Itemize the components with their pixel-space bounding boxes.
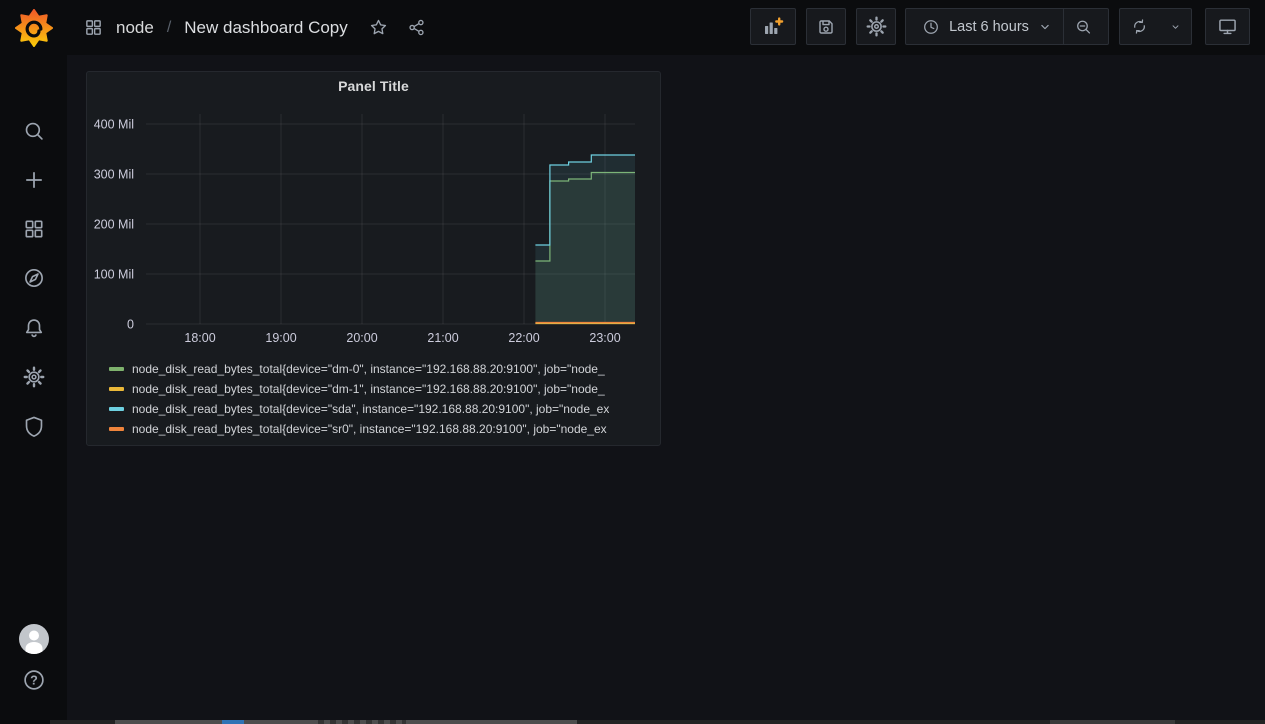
breadcrumb-separator: /: [166, 18, 172, 36]
apps-grid-icon[interactable]: [84, 18, 103, 37]
chart-legend: node_disk_read_bytes_total{device="dm-0"…: [109, 359, 643, 443]
chevron-down-icon: [1041, 24, 1049, 29]
legend-label: node_disk_read_bytes_total{device="dm-0"…: [132, 362, 605, 376]
add-panel-icon: [765, 16, 784, 34]
legend-item[interactable]: node_disk_read_bytes_total{device="dm-0"…: [109, 359, 643, 379]
refresh-icon: [1133, 19, 1145, 34]
zoom-out-icon: [1076, 20, 1090, 34]
share-icon: [409, 19, 424, 36]
sidebar-item-profile[interactable]: [0, 617, 67, 661]
gear-icon: [866, 16, 886, 37]
sidebar-item-configuration[interactable]: [0, 355, 67, 399]
refresh-button[interactable]: [1120, 9, 1159, 44]
legend-label: node_disk_read_bytes_total{device="sda",…: [132, 402, 610, 416]
monitor-icon: [1219, 19, 1236, 35]
kiosk-mode-button[interactable]: [1205, 8, 1250, 45]
svg-text:23:00: 23:00: [589, 331, 620, 345]
legend-item[interactable]: node_disk_read_bytes_total{device="dm-1"…: [109, 379, 643, 399]
shield-icon: [25, 416, 42, 437]
time-range-group: Last 6 hours: [905, 8, 1109, 45]
zoom-out-time-button[interactable]: [1064, 9, 1103, 44]
legend-swatch-icon: [109, 387, 124, 391]
timeseries-chart: 0 100 Mil 200 Mil 300 Mil 400 Mil 18:00 19:00 2…: [94, 114, 635, 345]
svg-text:22:00: 22:00: [508, 331, 539, 345]
add-panel-button[interactable]: [750, 8, 796, 45]
share-button[interactable]: [407, 18, 426, 37]
svg-text:400 Mil: 400 Mil: [94, 118, 134, 132]
svg-text:100 Mil: 100 Mil: [94, 268, 134, 282]
chevron-down-icon: [1172, 24, 1178, 29]
bell-icon: [25, 319, 42, 338]
svg-text:19:00: 19:00: [265, 331, 296, 345]
sidebar: ?: [0, 0, 67, 724]
compass-icon: [24, 269, 43, 287]
legend-swatch-icon: [109, 427, 124, 431]
svg-text:200 Mil: 200 Mil: [94, 218, 134, 232]
sidebar-item-help[interactable]: ?: [0, 658, 67, 702]
panel-title[interactable]: Panel Title: [338, 78, 409, 94]
svg-text:20:00: 20:00: [346, 331, 377, 345]
dashboard-settings-button[interactable]: [856, 8, 896, 45]
star-icon: [370, 19, 386, 35]
legend-item[interactable]: node_disk_read_bytes_total{device="sr0",…: [109, 419, 643, 439]
dashboards-grid-icon: [24, 220, 43, 238]
sidebar-item-server-admin[interactable]: [0, 404, 67, 448]
grafana-logo-icon: [15, 9, 53, 47]
legend-label: node_disk_read_bytes_total{device="sr0",…: [132, 422, 607, 436]
dashboard-title[interactable]: New dashboard Copy: [184, 17, 348, 37]
breadcrumb-folder[interactable]: node: [116, 17, 154, 37]
svg-text:21:00: 21:00: [427, 331, 458, 345]
save-icon: [819, 19, 833, 34]
user-avatar-icon: [18, 624, 49, 654]
svg-text:0: 0: [127, 318, 134, 332]
sidebar-item-alerting[interactable]: [0, 306, 67, 350]
save-dashboard-button[interactable]: [806, 8, 846, 45]
svg-text:300 Mil: 300 Mil: [94, 168, 134, 182]
time-range-label: Last 6 hours: [949, 18, 1029, 35]
gear-icon: [23, 366, 44, 388]
sidebar-item-dashboards[interactable]: [0, 207, 67, 251]
grafana-logo[interactable]: [15, 9, 53, 47]
breadcrumb: node / New dashboard Copy: [84, 0, 426, 55]
timeseries-panel: Panel Title 0 100 Mil 200 Mil 300 Mil 400 Mi…: [86, 71, 661, 446]
sidebar-item-explore[interactable]: [0, 256, 67, 300]
star-button[interactable]: [369, 18, 388, 37]
svg-text:?: ?: [30, 673, 38, 687]
clock-icon: [924, 19, 939, 34]
legend-item[interactable]: node_disk_read_bytes_total{device="sda",…: [109, 399, 643, 419]
legend-swatch-icon: [109, 367, 124, 371]
sidebar-item-search[interactable]: [0, 109, 67, 153]
legend-label: node_disk_read_bytes_total{device="dm-1"…: [132, 382, 605, 396]
time-range-picker[interactable]: Last 6 hours: [911, 9, 1063, 44]
refresh-interval-dropdown[interactable]: [1159, 9, 1192, 44]
top-nav: node / New dashboard Copy: [67, 0, 1265, 55]
svg-text:18:00: 18:00: [184, 331, 215, 345]
divider: [1062, 9, 1064, 44]
plus-icon: [25, 171, 42, 189]
refresh-group: [1119, 8, 1192, 45]
legend-swatch-icon: [109, 407, 124, 411]
search-icon: [25, 122, 43, 140]
sidebar-item-create[interactable]: [0, 158, 67, 202]
help-icon: ?: [23, 670, 44, 690]
